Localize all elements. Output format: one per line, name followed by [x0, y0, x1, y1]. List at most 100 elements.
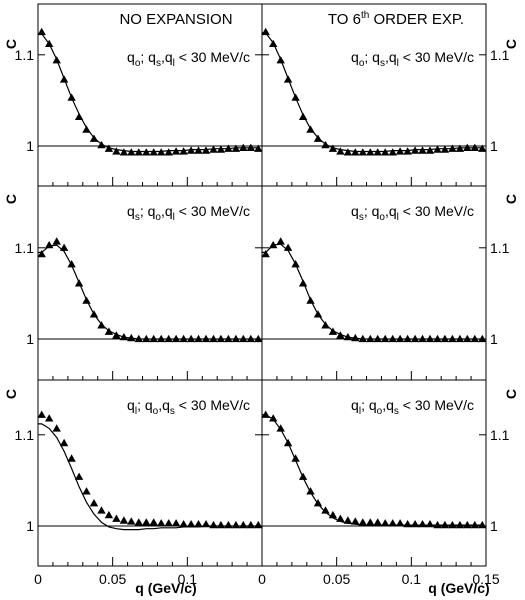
data-point-r1c2-17: [388, 148, 397, 156]
data-point-r3c1-5: [74, 472, 84, 480]
data-point-r1c2-16: [381, 148, 390, 156]
data-point-r2c1-10: [112, 331, 121, 339]
data-point-r2c1-14: [142, 334, 151, 343]
data-point-r1c1-11: [119, 148, 129, 156]
data-point-r1c2-0: [261, 27, 270, 36]
y-tick-label-r3c1-0: 1: [26, 518, 34, 534]
panel-label-part: q: [351, 49, 359, 65]
data-point-r2c2-23: [433, 334, 442, 343]
data-point-r1c1-20: [186, 146, 196, 154]
data-point-r2c2-1: [269, 240, 278, 249]
data-point-r3c1-18: [171, 519, 181, 527]
data-point-r3c2-10: [336, 514, 345, 522]
panel-label-sub: l: [135, 406, 137, 417]
data-point-r2c2-18: [395, 334, 405, 343]
data-point-r1c2-3: [283, 75, 293, 83]
data-point-r2c2-19: [403, 334, 412, 343]
data-point-r1c2-2: [276, 56, 285, 64]
data-point-r1c2-24: [440, 145, 450, 153]
data-point-r2c1-19: [179, 334, 188, 343]
y-tick-label-r3c1-1: 1.1: [15, 427, 35, 443]
data-point-r1c2-6: [306, 125, 315, 133]
y-tick-label-r3c2-1: 1.1: [490, 427, 510, 443]
data-point-r1c1-28: [246, 143, 255, 151]
panel-label-r3c2: ql; qo,qs < 30 MeV/c: [351, 397, 474, 417]
data-point-r2c2-28: [470, 334, 479, 343]
column-title-right: TO 6th ORDER EXP.: [328, 10, 464, 28]
data-point-r2c2-5: [298, 279, 308, 287]
data-point-r3c1-13: [134, 518, 143, 526]
data-point-r2c1-0: [37, 250, 46, 258]
data-point-r3c2-1: [269, 414, 278, 422]
data-point-r3c2-7: [313, 499, 323, 507]
panel-label-part: ,q: [385, 49, 397, 65]
data-point-r3c2-29: [478, 520, 487, 529]
data-point-r1c1-7: [89, 134, 99, 142]
panel-label-part: ; q: [140, 49, 156, 65]
data-point-r1c2-29: [478, 144, 487, 152]
data-point-r1c1-24: [216, 145, 226, 153]
fit-curve-r3c2: [262, 414, 483, 526]
data-point-r2c1-21: [194, 334, 203, 343]
data-point-r2c1-3: [59, 243, 69, 251]
x-tick-label-col1-2: 0.1: [178, 571, 198, 587]
data-point-r2c2-2: [276, 237, 285, 245]
data-point-r1c2-10: [336, 147, 345, 155]
data-point-r2c1-27: [239, 334, 248, 343]
data-point-r2c1-8: [97, 321, 106, 329]
y-axis-label-row2-right: C: [503, 194, 519, 204]
panel-label-part: ,q: [382, 397, 394, 413]
data-point-r1c1-0: [37, 27, 46, 36]
data-point-r2c2-13: [358, 334, 367, 343]
panel-label-part: < 30 MeV/c: [399, 203, 474, 219]
y-tick-label-r3c2-0: 1: [490, 518, 498, 534]
data-point-r1c2-20: [410, 146, 420, 154]
panel-label-sub: s: [359, 212, 364, 223]
y-tick-label-r1c2-0: 1: [490, 138, 498, 154]
data-point-r1c2-25: [448, 144, 457, 152]
data-point-r1c1-5: [74, 112, 84, 120]
data-point-r3c2-11: [343, 516, 353, 524]
y-axis-label-row3-right: C: [503, 389, 519, 399]
data-point-r3c1-7: [89, 499, 99, 507]
data-point-r1c1-25: [224, 144, 233, 152]
data-point-r3c1-15: [149, 518, 158, 526]
panel-label-r2c2: qs; qo,ql < 30 MeV/c: [351, 203, 474, 223]
panel-label-sub: o: [153, 406, 159, 417]
data-point-r3c2-3: [283, 438, 293, 447]
panel-r2c1: 1 1.1 qs; qo,ql < 30 MeV/c: [15, 185, 263, 381]
data-point-r2c2-17: [388, 334, 397, 343]
column-title-left: NO EXPANSION: [119, 11, 232, 28]
data-point-r1c1-15: [149, 148, 158, 156]
data-point-r1c1-17: [164, 148, 173, 156]
data-point-r3c2-6: [306, 487, 315, 495]
x-tick-label-col2-2: 0.1: [402, 571, 422, 587]
data-point-r1c1-12: [127, 148, 136, 156]
data-point-r2c2-4: [291, 260, 300, 268]
x-axis-label-left: q (GeV/c): [135, 580, 196, 596]
panel-r1c1: 1 1.1 qo; qs,ql < 30 MeV/c: [15, 3, 263, 187]
data-point-r2c1-7: [89, 310, 99, 318]
data-point-r3c2-25: [448, 520, 457, 529]
data-point-r3c2-24: [440, 520, 450, 529]
data-point-r1c2-23: [433, 145, 442, 153]
data-point-r2c2-3: [283, 243, 293, 251]
panel-label-part: ; q: [364, 49, 380, 65]
panel-label-sub: o: [379, 212, 385, 223]
column-title-right-sup: th: [361, 10, 369, 21]
data-point-r2c1-1: [45, 240, 54, 249]
panel-label-sub: l: [359, 406, 361, 417]
data-point-r3c1-22: [201, 520, 211, 528]
data-point-r1c1-10: [112, 147, 121, 155]
data-point-r1c2-21: [418, 146, 427, 154]
panel-label-part: ,q: [161, 49, 173, 65]
panel-label-part: ,q: [161, 203, 173, 219]
data-point-r3c2-4: [291, 454, 300, 462]
data-point-r3c2-16: [381, 519, 390, 527]
data-point-r2c1-16: [157, 334, 166, 343]
panel-r3c1: 1 1.1 ql; qo,qs < 30 MeV/c: [15, 379, 263, 567]
data-point-r3c1-25: [224, 520, 233, 529]
y-axis-label-row1-left: C: [3, 39, 19, 49]
data-point-r2c1-26: [231, 334, 241, 343]
data-point-r3c2-14: [366, 518, 375, 526]
